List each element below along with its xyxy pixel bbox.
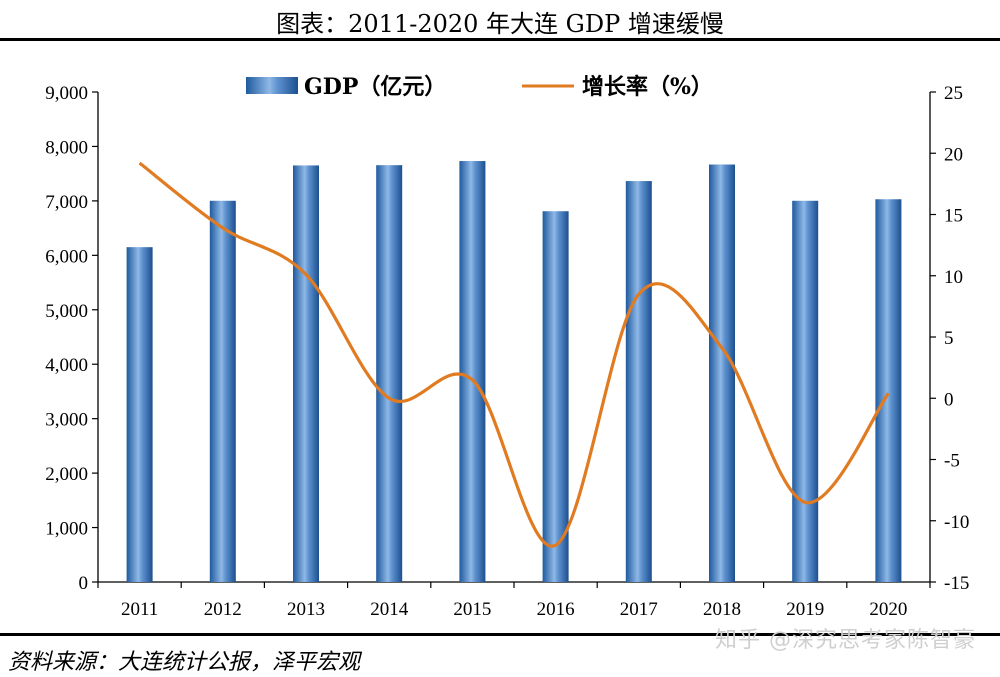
- legend-growth-label: 增长率（%）: [582, 74, 713, 100]
- gdp-bar: [792, 200, 819, 582]
- chart-title: 图表：2011-2020 年大连 GDP 增速缓慢: [276, 10, 724, 38]
- growth-line-group: [138, 161, 890, 548]
- bars-group: [126, 161, 902, 582]
- x-tick-label: 2011: [121, 599, 158, 620]
- gdp-bar: [376, 165, 403, 582]
- y-right-tick-label: -5: [944, 451, 960, 472]
- y-left-tick-label: 5,000: [45, 301, 88, 322]
- gdp-bar: [459, 161, 486, 582]
- x-tick-label: 2020: [869, 599, 907, 620]
- x-tick-label: 2019: [786, 599, 824, 620]
- gdp-bar: [209, 200, 236, 582]
- gdp-bar: [542, 211, 569, 582]
- y-right-tick-label: 25: [944, 83, 963, 104]
- x-tick-label: 2012: [204, 599, 242, 620]
- y-left-tick-label: 6,000: [45, 246, 88, 267]
- y-left-tick-label: 3,000: [45, 410, 88, 431]
- y-right-tick-label: 10: [944, 267, 963, 288]
- growth-rate-line: [138, 161, 890, 548]
- gdp-bar: [625, 181, 652, 582]
- y-right-tick-label: -15: [944, 573, 969, 594]
- footer-rule: [0, 633, 1000, 636]
- title-rule: [0, 38, 1000, 41]
- y-right-tick-label: 20: [944, 144, 963, 165]
- source-note: 资料来源：大连统计公报，泽平宏观: [8, 650, 361, 675]
- gdp-bar: [126, 247, 153, 582]
- y-right-tick-label: 5: [944, 328, 954, 349]
- y-right-tick-label: 15: [944, 206, 963, 227]
- y-right-tick-label: -10: [944, 512, 969, 533]
- x-tick-label: 2016: [537, 599, 575, 620]
- legend-gdp-label: GDP（亿元）: [304, 74, 446, 100]
- y-left-tick-label: 0: [79, 573, 89, 594]
- y-left-tick-label: 7,000: [45, 192, 88, 213]
- x-tick-label: 2018: [703, 599, 741, 620]
- legend-bar-swatch: [246, 77, 298, 94]
- x-tick-label: 2013: [287, 599, 325, 620]
- gdp-bar: [293, 165, 319, 582]
- x-tick-label: 2015: [453, 599, 491, 620]
- y-left-tick-label: 9,000: [45, 83, 88, 104]
- y-left-tick-label: 8,000: [45, 137, 88, 158]
- y-right-tick-label: 0: [944, 389, 954, 410]
- legend: GDP（亿元） 增长率（%）: [246, 74, 713, 100]
- axes-group: 0 1,000 2,000 3,000 4,000 5,000 6,000 7,000 8,00…: [45, 83, 969, 620]
- y-left-tick-label: 1,000: [45, 519, 88, 540]
- y-left-tick-label: 2,000: [45, 464, 88, 485]
- gdp-bar: [709, 164, 735, 582]
- watermark: 知乎 @深究思考家陈智豪: [715, 628, 976, 653]
- gdp-bar: [875, 199, 902, 582]
- y-left-tick-label: 4,000: [45, 355, 88, 376]
- x-tick-label: 2014: [370, 599, 409, 620]
- x-tick-label: 2017: [620, 599, 658, 620]
